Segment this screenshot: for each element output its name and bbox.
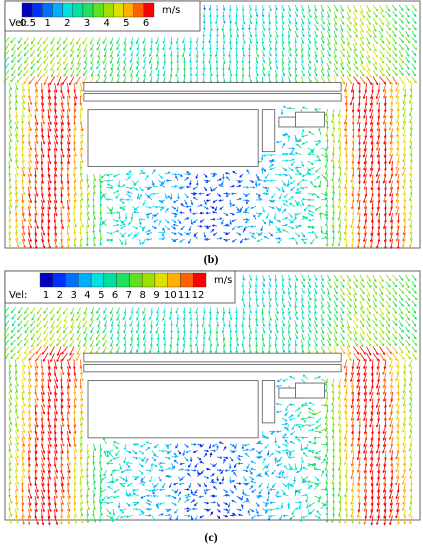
colorbar-swatch: [116, 272, 130, 288]
legend-tick-label: 1: [44, 18, 50, 29]
colorbar-swatch: [65, 272, 79, 288]
building: [83, 363, 342, 373]
velocity-vectors: [173, 441, 244, 521]
velocity-vectors: [205, 452, 229, 519]
colorbar-swatch: [52, 272, 66, 288]
legend-tick-label: 3: [70, 290, 76, 301]
velocity-vectors: [14, 76, 413, 249]
colorbar-swatch: [143, 2, 155, 18]
colorbar-swatch: [42, 2, 53, 18]
colorbar-swatch: [123, 2, 134, 18]
building: [87, 109, 259, 167]
colorbar-swatch: [39, 272, 53, 288]
building: [261, 380, 276, 424]
legend-tick-label: 1: [43, 290, 49, 301]
velocity-vectors: [15, 346, 413, 525]
building: [295, 382, 325, 399]
colorbar-swatch: [21, 2, 33, 18]
velocity-vectors: [3, 274, 417, 524]
colorbar-swatch: [103, 272, 117, 288]
velocity-vectors: [21, 346, 400, 526]
colorbar-swatch: [167, 272, 181, 288]
velocity-vectors: [106, 4, 322, 246]
legend-tick-label: 8: [140, 290, 146, 301]
velocity-vectors: [4, 4, 417, 247]
legend-tick-label: 10: [164, 290, 177, 301]
legend-label: Vel:: [9, 290, 27, 301]
unit-label: m/s: [162, 5, 180, 16]
colorbar-swatch: [141, 272, 156, 288]
legend-tick-label: 6: [112, 290, 118, 301]
velocity-vectors: [126, 4, 306, 243]
colorbar-swatch: [113, 2, 124, 18]
velocity-vectors: [28, 76, 400, 250]
colorbar-swatch: [72, 2, 84, 18]
colorbar-swatch: [103, 2, 114, 18]
velocity-vectors: [27, 346, 400, 526]
building: [83, 352, 342, 363]
colorbar-swatch: [133, 2, 145, 18]
velocity-vectors: [199, 199, 228, 242]
velocity-vectors: [106, 274, 320, 522]
colorbar-swatch: [193, 272, 207, 288]
legend-tick-label: 5: [98, 290, 104, 301]
panel: m/s Vel:0.5 1 2 3 4 5 6 (b): [3, 0, 421, 266]
colorbar-swatch: [92, 2, 104, 18]
legend-tick-label: 5: [123, 18, 129, 29]
velocity-vectors: [3, 4, 418, 247]
legend-tick-label: 6: [143, 18, 149, 29]
velocity-vectors: [8, 287, 413, 525]
colorbar-swatch: [62, 2, 73, 18]
caption: (b): [204, 252, 219, 266]
unit-label: m/s: [214, 275, 232, 286]
legend-tick-label: 2: [64, 18, 70, 29]
velocity-vectors: [8, 4, 413, 248]
building: [87, 380, 259, 439]
colorbar-swatch: [78, 272, 92, 288]
velocity-vectors: [140, 441, 271, 522]
colorbar-swatch: [129, 272, 143, 288]
legend-label: Vel:: [9, 18, 27, 29]
velocity-vectors: [4, 274, 418, 524]
velocity-vectors: [179, 170, 255, 244]
legend-tick-label: 2: [57, 290, 63, 301]
legend-tick-label: 12: [192, 290, 205, 301]
velocity-vectors: [146, 4, 282, 244]
legend-tick-label: 7: [126, 290, 132, 301]
colorbar-swatch: [52, 2, 63, 18]
legend-tick-label: 0.5: [20, 18, 36, 29]
legend-tick-label: 4: [84, 290, 90, 301]
legend-tick-label: 4: [103, 18, 109, 29]
building: [261, 109, 276, 153]
velocity-vectors: [11, 274, 410, 523]
building: [83, 82, 342, 92]
colorbar-swatch: [90, 272, 105, 288]
building: [83, 93, 342, 102]
legend-tick-label: 9: [153, 290, 159, 301]
caption: (c): [204, 530, 217, 544]
building: [295, 111, 325, 128]
colorbar-swatch: [82, 2, 94, 18]
colorbar-swatch: [154, 272, 168, 288]
legend-tick-label: 3: [84, 18, 90, 29]
velocity-vectors: [8, 4, 417, 248]
colorbar-swatch: [180, 272, 194, 288]
legend-tick-label: 11: [178, 290, 191, 301]
colorbar-swatch: [31, 2, 43, 18]
velocity-vectors: [21, 76, 406, 249]
